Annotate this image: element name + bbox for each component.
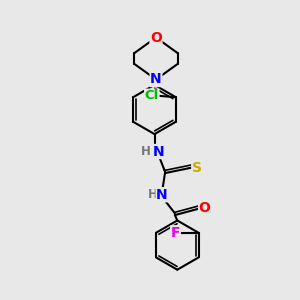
Text: H: H (148, 188, 157, 201)
Text: S: S (192, 161, 202, 175)
Text: O: O (199, 202, 211, 215)
Text: H: H (141, 145, 150, 158)
Text: F: F (171, 226, 180, 240)
Text: N: N (152, 145, 164, 158)
Text: O: O (150, 31, 162, 44)
Text: N: N (150, 73, 162, 86)
Text: N: N (156, 188, 168, 202)
Text: Cl: Cl (145, 89, 159, 102)
